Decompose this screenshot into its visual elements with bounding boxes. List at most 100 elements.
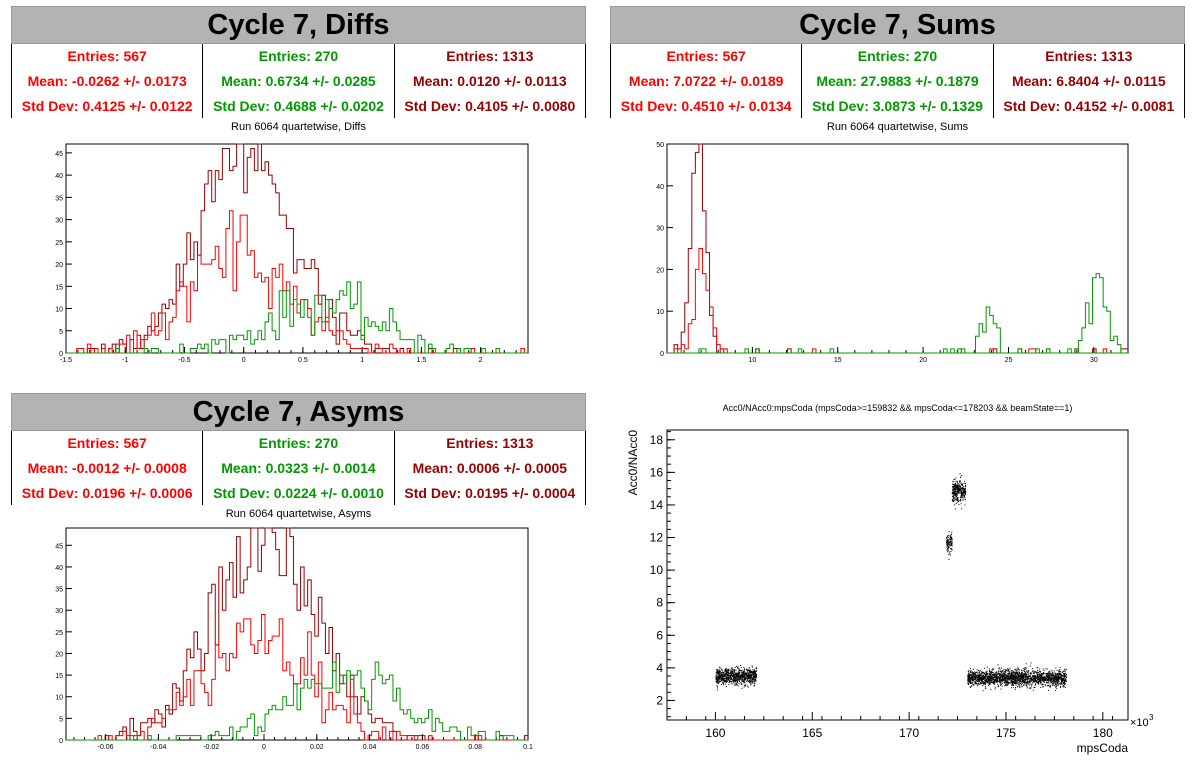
scatter-point-cluster-3 [990,680,992,682]
scatter-point-cluster-0 [722,682,724,684]
scatter-point-cluster-3 [1004,669,1006,671]
scatter-point-cluster-3 [1056,684,1058,686]
scatter-point-cluster-3 [1024,672,1026,674]
scatter-point-cluster-3 [1044,677,1046,679]
scatter-point-cluster-0 [733,684,735,686]
scatter-point-cluster-2 [960,488,962,490]
scatter-point-cluster-3 [1026,682,1028,684]
scatter-point-cluster-3 [1007,670,1009,672]
scatter-point-cluster-0 [746,675,748,677]
scatter-point-cluster-3 [1019,681,1021,683]
scatter-point-cluster-0 [735,670,737,672]
y-tick-label: 16 [650,465,664,479]
scatter-point-cluster-3 [1021,677,1023,679]
scatter-point-cluster-0 [749,673,751,675]
scatter-point-cluster-3 [1036,671,1038,673]
scatter-point-cluster-3 [1000,683,1002,685]
scatter-point-cluster-0 [718,675,720,677]
scatter-point-cluster-3 [1023,673,1025,675]
scatter-point-cluster-3 [986,678,988,680]
stat-std: Std Dev: 0.4105 +/- 0.0080 [404,97,576,114]
scatter-point-cluster-3 [1040,675,1042,677]
scatter-point-cluster-3 [1051,681,1053,683]
scatter-point-cluster-0 [732,680,734,682]
scatter-point-cluster-1 [947,541,949,543]
scatter-point-cluster-0 [717,678,719,680]
scatter-point-cluster-3 [1064,672,1066,674]
scatter-point-cluster-0 [722,678,724,680]
scatter-point-cluster-3 [1023,673,1025,675]
scatter-point-cluster-3 [1061,683,1063,685]
scatter-point-cluster-3 [1051,682,1053,684]
scatter-point-cluster-0 [748,674,750,676]
scatter-point-cluster-0 [718,676,720,678]
scatter-point-cluster-3 [1003,674,1005,676]
scatter-point-cluster-3 [1063,681,1065,683]
scatter-point-cluster-3 [999,681,1001,683]
scatter-point-cluster-2 [962,497,964,499]
scatter-point-cluster-3 [1017,675,1019,677]
scatter-point-cluster-3 [1024,668,1026,670]
scatter-point-cluster-0 [754,679,756,681]
scatter-point-cluster-3 [1005,674,1007,676]
scatter-point-cluster-2 [963,496,965,498]
scatter-point-cluster-3 [1022,682,1024,684]
scatter-point-cluster-2 [954,488,956,490]
scatter-point-cluster-3 [1045,668,1047,670]
scatter-point-cluster-3 [1030,673,1032,675]
scatter-point-cluster-3 [1038,675,1040,677]
scatter-point-cluster-3 [1025,682,1027,684]
scatter-point-cluster-3 [990,677,992,679]
scatter-point-cluster-3 [1057,679,1059,681]
scatter-point-cluster-2 [958,489,960,491]
scatter-point-cluster-2 [958,485,960,487]
scatter-point-cluster-3 [1057,676,1059,678]
scatter-point-cluster-3 [998,668,1000,670]
scatter-point-cluster-3 [1016,676,1018,678]
stat-entries: Entries: 270 [258,48,339,65]
scatter-point-cluster-3 [1012,685,1014,687]
scatter-point-cluster-2 [963,490,965,492]
scatter-point-cluster-3 [1038,679,1040,681]
scatter-point-cluster-0 [734,683,736,685]
scatter-point-cluster-0 [738,671,740,673]
scatter-point-cluster-3 [1044,679,1046,681]
scatter-point-cluster-0 [736,673,738,675]
scatter-point-cluster-3 [1007,678,1009,680]
scatter-point-cluster-3 [974,673,976,675]
scatter-point-cluster-3 [1052,684,1054,686]
scatter-point-cluster-3 [1032,681,1034,683]
scatter-point-cluster-3 [999,673,1001,675]
scatter-point-cluster-0 [719,667,721,669]
scatter-point-cluster-1 [948,547,950,549]
scatter-point-cluster-3 [1002,680,1004,682]
scatter-point-cluster-3 [1031,676,1033,678]
scatter-point-cluster-3 [996,681,998,683]
scatter-point-cluster-0 [739,676,741,678]
scatter-point-cluster-3 [1058,676,1060,678]
scatter-point-cluster-3 [1016,669,1018,671]
scatter-point-cluster-0 [737,676,739,678]
scatter-point-cluster-0 [755,676,757,678]
scatter-point-cluster-3 [1051,683,1053,685]
scatter-point-cluster-3 [981,676,983,678]
x-tick-label: 0 [242,357,246,364]
scatter-point-cluster-2 [951,486,953,488]
scatter-point-cluster-1 [947,542,949,544]
scatter-point-cluster-0 [717,677,719,679]
scatter-point-cluster-3 [1027,681,1029,683]
scatter-point-cluster-3 [1050,677,1052,679]
scatter-point-cluster-0 [740,674,742,676]
scatter-point-cluster-3 [1061,674,1063,676]
scatter-point-cluster-2 [963,489,965,491]
scatter-point-cluster-0 [720,677,722,679]
scatter-point-cluster-0 [738,679,740,681]
scatter-point-cluster-3 [1014,675,1016,677]
scatter-point-cluster-3 [1031,685,1033,687]
scatter-point-cluster-0 [729,669,731,671]
scatter-point-cluster-3 [972,680,974,682]
scatter-point-cluster-0 [721,675,723,677]
scatter-point-cluster-3 [1041,673,1043,675]
scatter-point-cluster-0 [729,672,731,674]
scatter-point-cluster-0 [733,677,735,679]
